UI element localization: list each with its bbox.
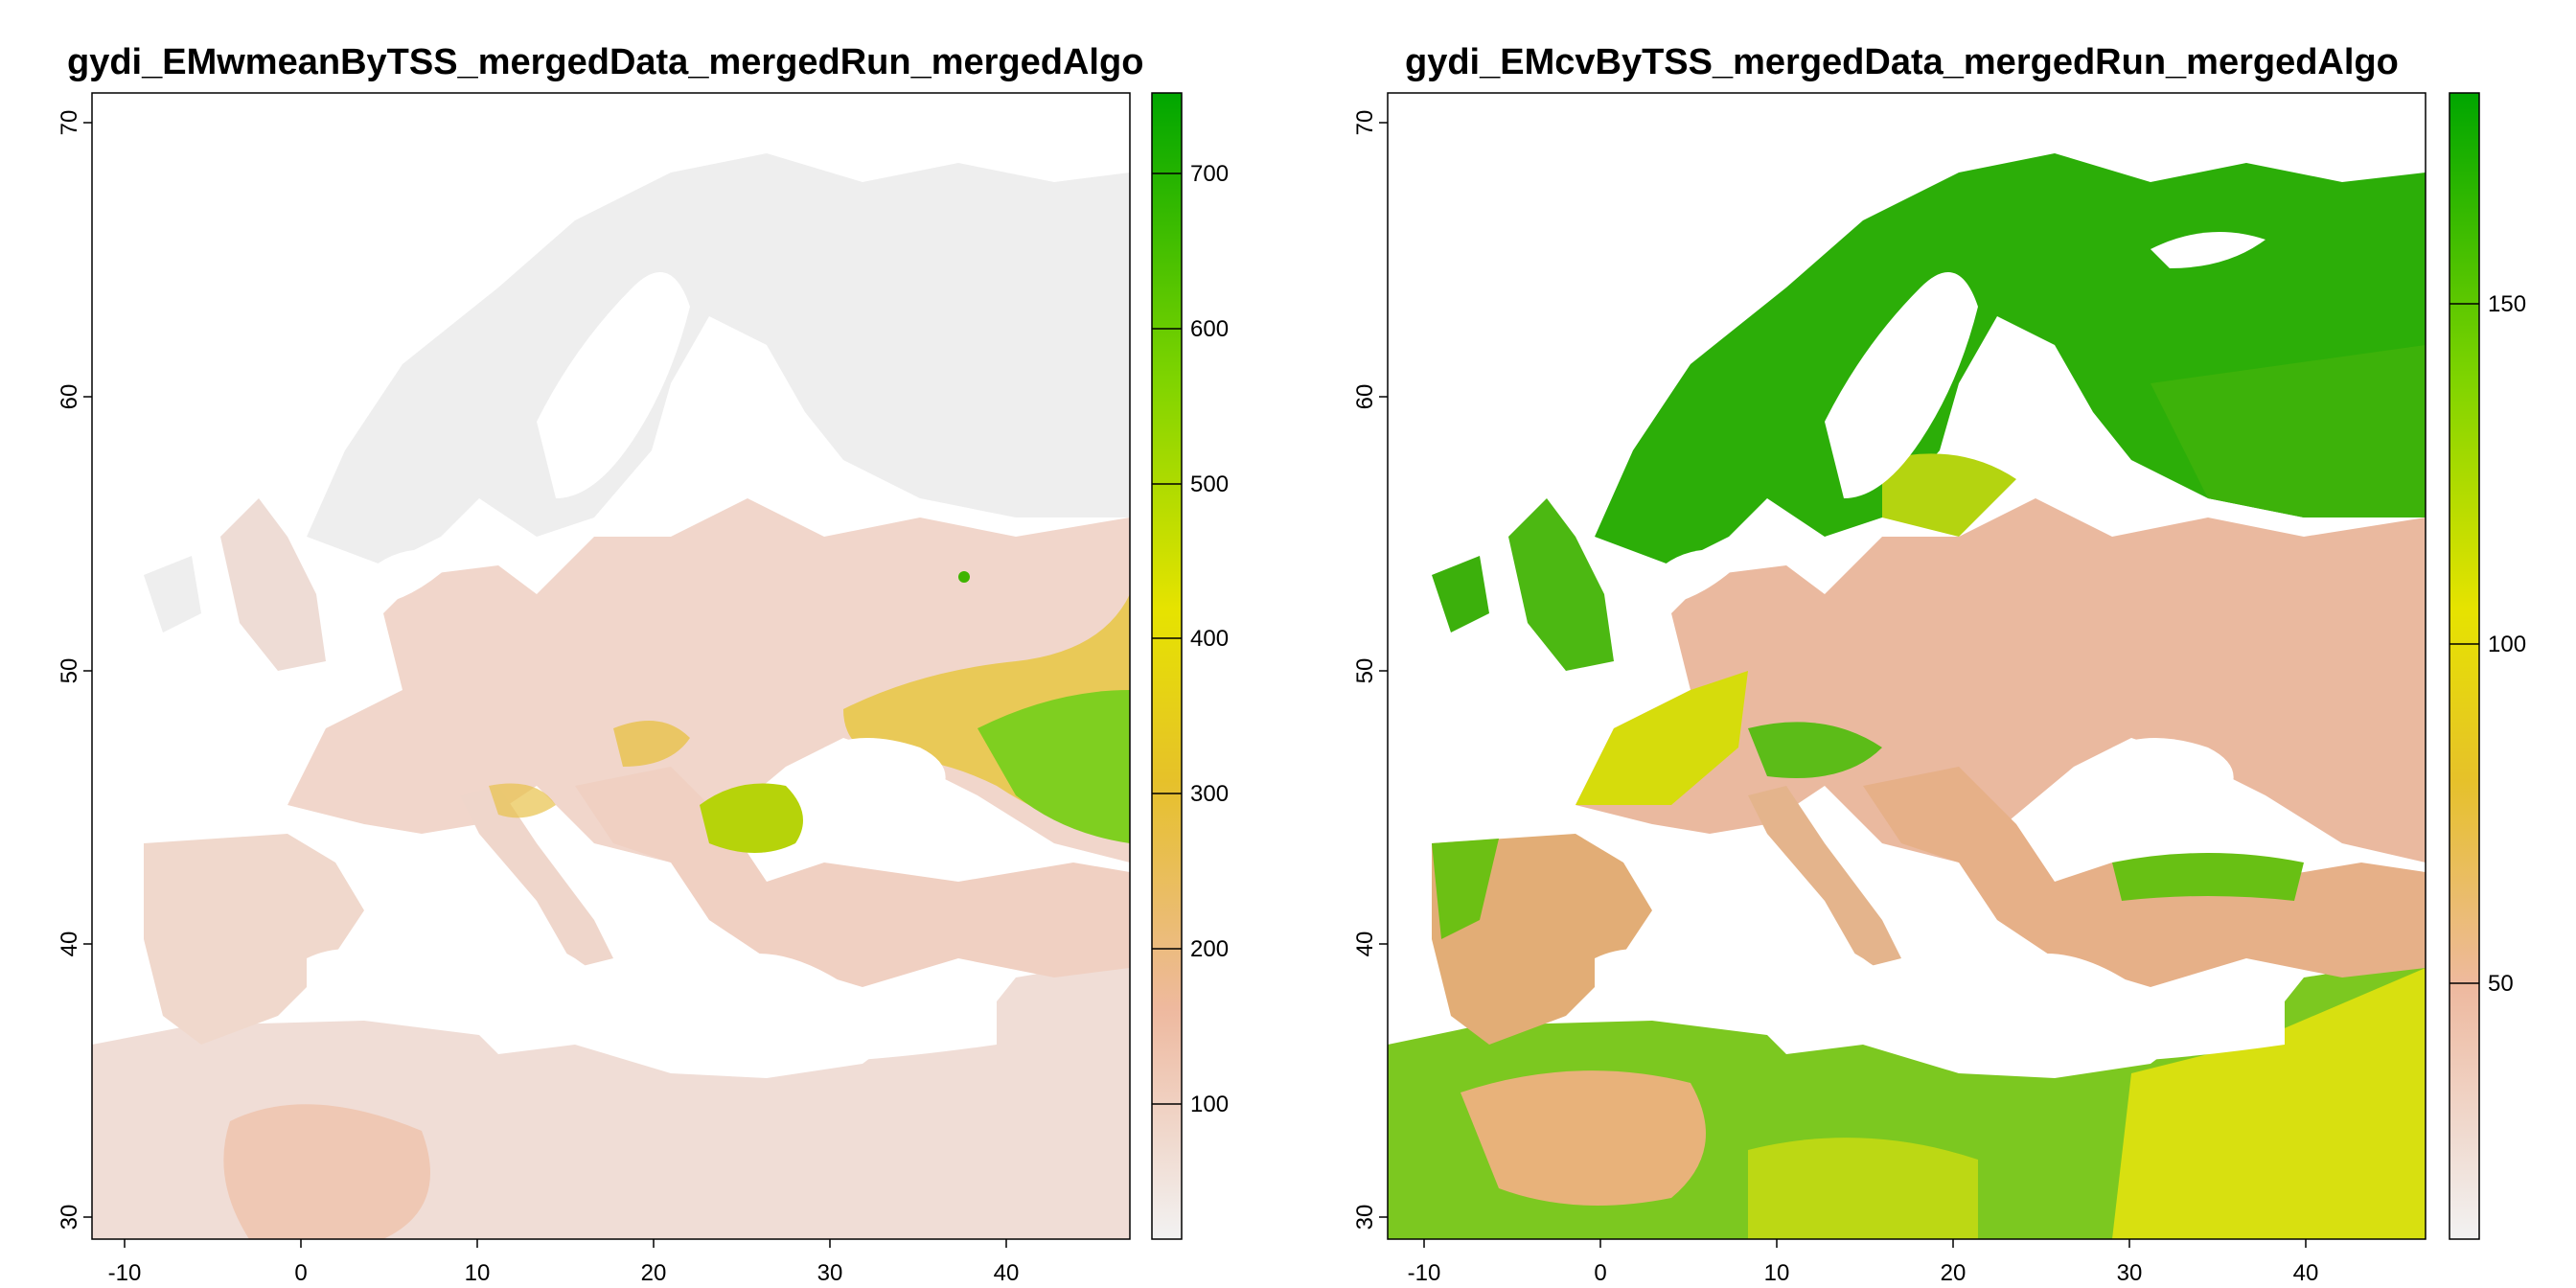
map-raster: [1388, 93, 2426, 1239]
map-title: gydi_EMwmeanByTSS_mergedData_mergedRun_m…: [67, 42, 1144, 82]
color-legend: 50 100 150: [2449, 92, 2526, 1240]
legend-tick-label: 50: [2488, 971, 2514, 997]
legend-colorbar: [2449, 92, 2480, 1240]
panel-cv: gydi_EMcvByTSS_mergedData_mergedRun_merg…: [1288, 0, 2576, 1288]
x-axis: -10 0 10 20 30 40: [108, 1239, 1020, 1286]
x-tick-label: -10: [1408, 1260, 1441, 1286]
x-tick-label: 40: [994, 1260, 1020, 1286]
legend-tick-label: 400: [1190, 626, 1229, 652]
x-tick-label: 40: [2293, 1260, 2319, 1286]
y-axis: 30 40 50 60 70: [57, 110, 92, 1230]
y-tick-label: 30: [1352, 1205, 1378, 1230]
x-tick-label: 30: [817, 1260, 843, 1286]
map-raster: [92, 93, 1130, 1239]
legend-colorbar: [1151, 92, 1183, 1240]
y-tick-label: 60: [57, 384, 82, 410]
legend-tick-label: 150: [2488, 291, 2526, 317]
y-tick-label: 50: [57, 658, 82, 684]
y-tick-label: 50: [1352, 658, 1378, 684]
x-axis: -10 0 10 20 30 40: [1408, 1239, 2319, 1286]
y-tick-label: 30: [57, 1205, 82, 1230]
map-plot: -10 0 10 20 30 40 30 40 50 60 70 50: [1352, 92, 2526, 1286]
y-tick-label: 40: [57, 932, 82, 957]
map-plot: -10 0 10 20 30 40 30 40 50 60 70: [57, 92, 1229, 1286]
map-title: gydi_EMcvByTSS_mergedData_mergedRun_merg…: [1405, 42, 2399, 82]
x-tick-label: 0: [1594, 1260, 1606, 1286]
x-tick-label: 10: [1764, 1260, 1790, 1286]
x-tick-label: 20: [1941, 1260, 1966, 1286]
legend-tick-label: 600: [1190, 316, 1229, 342]
legend-tick-label: 300: [1190, 781, 1229, 807]
x-tick-label: -10: [108, 1260, 142, 1286]
color-legend: 100 200 300 400 500 600 700: [1151, 92, 1229, 1240]
legend-tick-label: 700: [1190, 161, 1229, 187]
plot-frame: [91, 92, 1131, 1240]
panel-mean: gydi_EMwmeanByTSS_mergedData_mergedRun_m…: [57, 42, 1229, 1286]
legend-tick-label: 200: [1190, 936, 1229, 962]
legend-tick-label: 100: [2488, 632, 2526, 657]
legend-tick-label: 100: [1190, 1092, 1229, 1117]
y-tick-label: 70: [57, 110, 82, 136]
y-tick-label: 70: [1352, 110, 1378, 136]
x-tick-label: 30: [2117, 1260, 2143, 1286]
legend-tick-label: 500: [1190, 472, 1229, 497]
y-axis: 30 40 50 60 70: [1352, 110, 1388, 1230]
x-tick-label: 0: [294, 1260, 307, 1286]
x-tick-label: 20: [641, 1260, 667, 1286]
plot-frame: [1387, 92, 2426, 1240]
x-tick-label: 10: [465, 1260, 491, 1286]
y-tick-label: 60: [1352, 384, 1378, 410]
y-tick-label: 40: [1352, 932, 1378, 957]
